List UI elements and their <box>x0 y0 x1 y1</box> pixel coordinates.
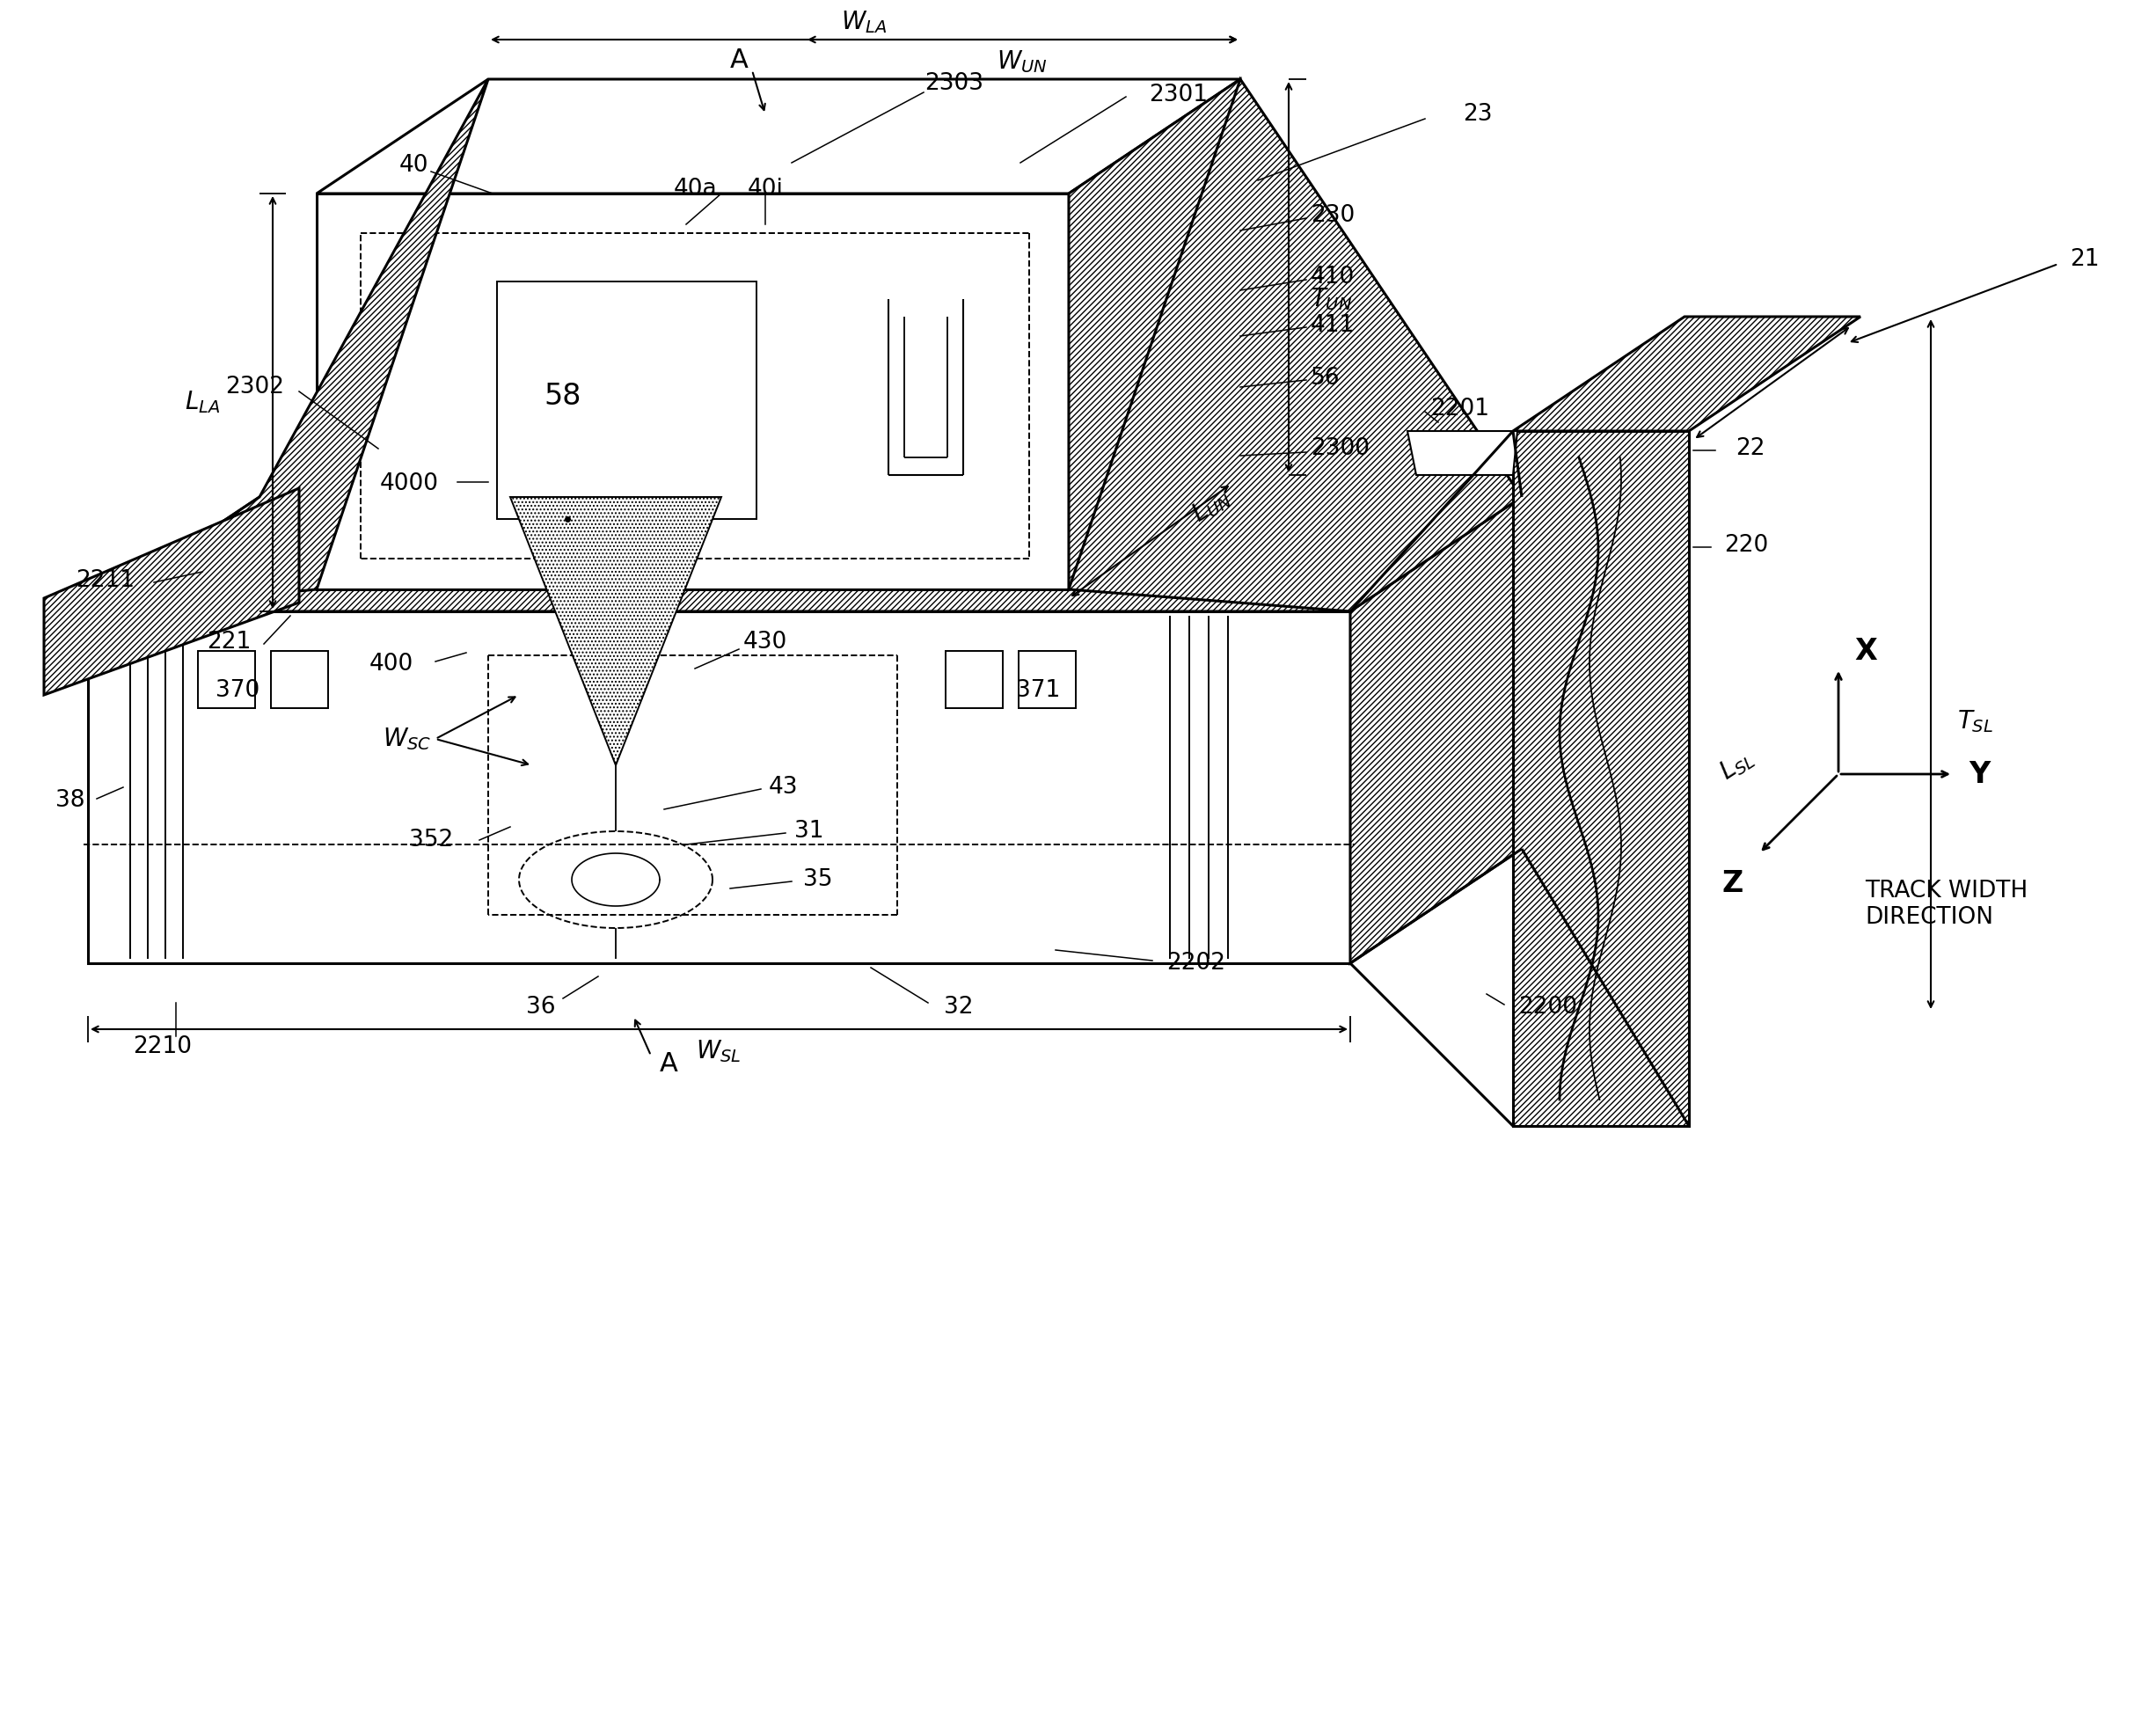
Polygon shape <box>1018 650 1076 709</box>
Polygon shape <box>198 650 254 709</box>
Text: 2200: 2200 <box>1518 995 1578 1019</box>
Text: 40a: 40a <box>673 178 716 200</box>
Text: 58: 58 <box>543 381 582 411</box>
Text: Z: Z <box>1723 869 1744 899</box>
Polygon shape <box>1069 79 1240 590</box>
Polygon shape <box>946 650 1003 709</box>
Polygon shape <box>317 193 1069 590</box>
Text: 35: 35 <box>804 868 832 892</box>
Text: 370: 370 <box>216 680 259 702</box>
Text: 31: 31 <box>796 819 824 844</box>
Text: 32: 32 <box>944 995 975 1019</box>
Text: $W_{SL}$: $W_{SL}$ <box>696 1038 742 1064</box>
Text: $L_{SL}$: $L_{SL}$ <box>1716 745 1759 787</box>
Polygon shape <box>1514 317 1861 431</box>
Text: 221: 221 <box>207 631 250 654</box>
Text: 400: 400 <box>369 652 414 676</box>
Text: 2301: 2301 <box>1149 83 1207 107</box>
Text: $T_{UN}$: $T_{UN}$ <box>1311 286 1352 312</box>
Text: 2210: 2210 <box>134 1035 192 1057</box>
Text: 2201: 2201 <box>1432 397 1490 421</box>
Text: 2303: 2303 <box>925 72 983 95</box>
Polygon shape <box>43 488 300 695</box>
Text: A: A <box>729 47 748 72</box>
Text: 36: 36 <box>526 995 556 1019</box>
Text: 371: 371 <box>1015 680 1061 702</box>
Text: 410: 410 <box>1311 266 1354 288</box>
Polygon shape <box>1069 79 1522 611</box>
Text: Y: Y <box>1968 759 1990 788</box>
Text: 38: 38 <box>56 788 84 812</box>
Polygon shape <box>317 79 1240 193</box>
Text: 2211: 2211 <box>75 569 136 592</box>
Text: 43: 43 <box>768 776 798 799</box>
Text: 430: 430 <box>744 631 787 654</box>
Text: TRACK WIDTH
DIRECTION: TRACK WIDTH DIRECTION <box>1865 880 2029 930</box>
Polygon shape <box>272 650 328 709</box>
Text: 40: 40 <box>399 154 429 176</box>
Text: A: A <box>660 1052 677 1076</box>
Polygon shape <box>498 281 757 519</box>
Polygon shape <box>1514 431 1688 1126</box>
Text: 2300: 2300 <box>1311 436 1369 461</box>
Polygon shape <box>1408 431 1518 474</box>
Polygon shape <box>1350 497 1522 963</box>
Text: 23: 23 <box>1464 103 1492 126</box>
Polygon shape <box>88 497 1522 611</box>
Text: $T_{SL}$: $T_{SL}$ <box>1958 709 1994 735</box>
Text: $W_{UN}$: $W_{UN}$ <box>996 48 1048 74</box>
Polygon shape <box>88 79 487 611</box>
Text: 352: 352 <box>410 828 453 852</box>
Polygon shape <box>88 611 1350 963</box>
Text: 40i: 40i <box>748 178 783 200</box>
Text: 220: 220 <box>1725 535 1768 557</box>
Text: 2302: 2302 <box>226 376 285 398</box>
Text: X: X <box>1854 637 1878 666</box>
Text: $L_{UN}$: $L_{UN}$ <box>1188 483 1235 528</box>
Text: 56: 56 <box>1311 367 1341 390</box>
Text: $W_{LA}$: $W_{LA}$ <box>841 9 886 34</box>
Polygon shape <box>511 497 722 766</box>
Text: 2202: 2202 <box>1166 952 1227 975</box>
Text: 22: 22 <box>1736 436 1766 461</box>
Text: $L_{LA}$: $L_{LA}$ <box>185 388 220 416</box>
Text: $W_{SC}$: $W_{SC}$ <box>382 726 431 752</box>
Text: 411: 411 <box>1311 314 1354 336</box>
Text: 4000: 4000 <box>379 473 438 495</box>
Text: 21: 21 <box>2070 248 2100 271</box>
Text: 230: 230 <box>1311 204 1354 228</box>
